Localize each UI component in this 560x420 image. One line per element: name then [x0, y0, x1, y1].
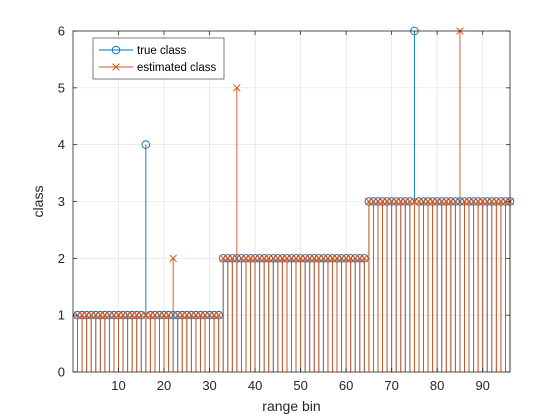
y-tick-label: 5 [58, 80, 65, 95]
x-tick-label: 10 [111, 378, 125, 393]
x-tick-label: 80 [430, 378, 444, 393]
series-layer [73, 26, 515, 372]
data-point [233, 84, 241, 92]
x-axis-label: range bin [262, 398, 320, 414]
data-point [164, 311, 173, 319]
y-tick-label: 1 [58, 308, 65, 323]
y-tick-label: 0 [58, 365, 65, 380]
x-tick-label: 60 [339, 378, 353, 393]
legend-entry-true-class: true class [99, 45, 186, 57]
y-axis-label: class [30, 186, 46, 218]
data-point [451, 197, 460, 206]
x-tick-label: 90 [475, 378, 489, 393]
y-tick-label: 3 [58, 194, 65, 209]
data-point [141, 140, 151, 149]
legend-label-true-class: true class [137, 45, 186, 57]
axis-ticks: 10 20 30 40 50 60 70 80 90 0 1 2 3 4 5 6 [58, 24, 510, 393]
y-tick-label: 6 [58, 24, 65, 39]
data-point [228, 254, 237, 263]
data-point [360, 254, 369, 263]
y-tick-label: 2 [58, 251, 65, 266]
data-point [214, 311, 223, 319]
x-tick-label: 50 [293, 378, 307, 393]
legend-marker-true-class [111, 45, 121, 55]
legend-entry-estimated-class: estimated class [99, 62, 217, 74]
x-tick-label: 40 [248, 378, 262, 393]
x-tick-label: 20 [157, 378, 171, 393]
x-tick-label: 30 [202, 378, 216, 393]
legend-marker-estimated-class [112, 63, 120, 71]
x-tick-label: 70 [384, 378, 398, 393]
y-tick-label: 4 [58, 137, 65, 152]
legend-label-estimated-class: estimated class [137, 62, 217, 74]
legend: true class estimated class [92, 37, 225, 80]
data-point [169, 254, 177, 263]
legend-box [92, 37, 225, 80]
